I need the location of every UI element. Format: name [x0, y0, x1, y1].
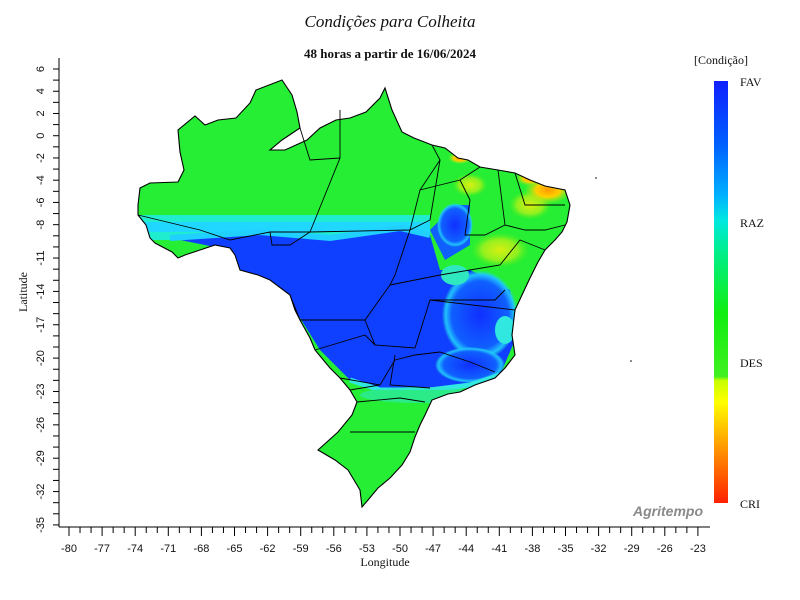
legend-color-bar: [714, 81, 728, 503]
y-tick-label: -6: [35, 198, 47, 208]
y-axis-ticks: 6 4 2 0 -2 -4 -6 -8 -11 -14 -17 -20 -23 -26 -29 -32 -35: [35, 66, 59, 533]
x-tick-label: -80: [61, 543, 77, 555]
x-tick-label: -44: [458, 543, 474, 555]
legend-label-cri: CRI: [740, 497, 761, 511]
y-tick-label: -23: [35, 384, 47, 400]
x-tick-label: -65: [227, 543, 243, 555]
y-tick-label: -20: [35, 350, 47, 366]
y-tick-label: -14: [35, 283, 47, 299]
y-tick-label: -35: [35, 517, 47, 533]
y-tick-label: -4: [35, 175, 47, 185]
y-tick-label: -17: [35, 317, 47, 333]
condition-field: [138, 80, 570, 507]
agritempo-logo: Agritempo: [633, 503, 703, 519]
x-tick-label: -41: [491, 543, 507, 555]
state-borders: [137, 79, 571, 509]
x-axis-label: Longitude: [360, 555, 409, 569]
y-tick-label: 6: [35, 66, 47, 72]
legend-label-fav: FAV: [740, 75, 762, 89]
x-tick-label: -77: [94, 543, 110, 555]
x-tick-label: -38: [524, 543, 540, 555]
x-tick-label: -50: [392, 543, 408, 555]
x-tick-label: -32: [591, 543, 607, 555]
x-tick-label: -26: [657, 543, 673, 555]
x-tick-label: -62: [260, 543, 276, 555]
x-tick-label: -71: [160, 543, 176, 555]
y-tick-label: -8: [35, 220, 47, 230]
y-tick-label: -26: [35, 417, 47, 433]
x-tick-label: -56: [326, 543, 342, 555]
x-tick-label: -74: [127, 543, 143, 555]
y-tick-label: -2: [35, 153, 47, 163]
x-tick-label: -35: [558, 543, 574, 555]
map-subtitle: 48 horas a partir de 16/06/2024: [303, 46, 476, 61]
legend-title: [Condição]: [694, 53, 748, 67]
y-tick-label: -32: [35, 484, 47, 500]
map-speck: [630, 360, 632, 362]
map-title: Condições para Colheita: [304, 12, 476, 31]
x-tick-label: -23: [690, 543, 706, 555]
y-axis-label: Latitude: [16, 272, 30, 312]
legend-label-raz: RAZ: [740, 216, 764, 230]
y-tick-label: 2: [35, 110, 47, 116]
y-tick-label: 4: [35, 88, 47, 94]
x-tick-label: -53: [359, 543, 375, 555]
y-tick-label: -29: [35, 450, 47, 466]
y-tick-label: 0: [35, 133, 47, 139]
y-tick-label: -11: [35, 250, 47, 265]
x-tick-label: -47: [425, 543, 441, 555]
x-tick-label: -59: [293, 543, 309, 555]
x-tick-label: -29: [624, 543, 640, 555]
legend-label-des: DES: [740, 356, 763, 370]
map-speck: [595, 177, 597, 179]
x-tick-label: -68: [193, 543, 209, 555]
x-axis-ticks: -80 -77 -74 -71 -68 -65 -62 -59 -56 -53 -50 -47 -44 -…: [61, 527, 706, 555]
